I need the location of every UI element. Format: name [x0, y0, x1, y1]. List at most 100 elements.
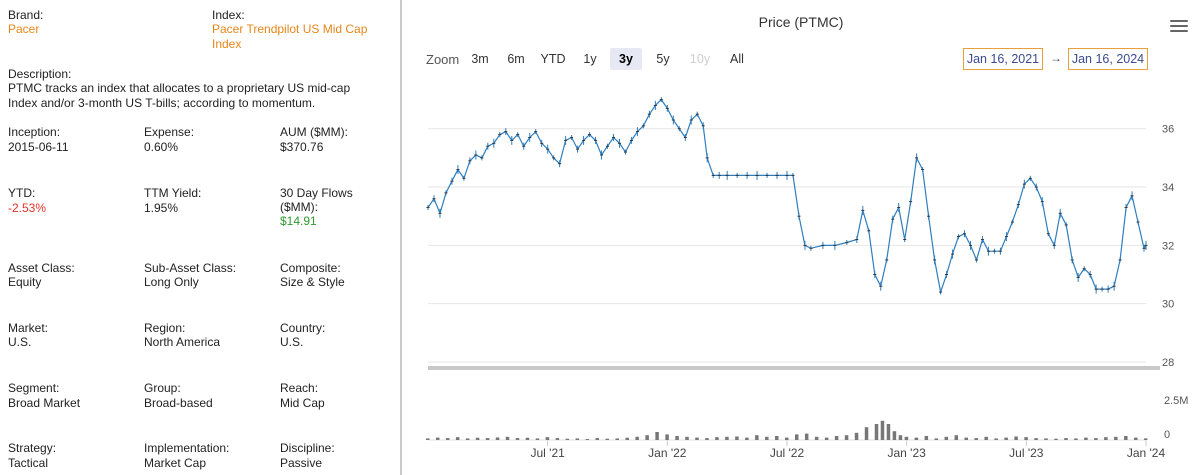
inception-value: 2015-06-11 [8, 140, 69, 154]
region-label: Region: [144, 321, 186, 335]
volume-bar [914, 437, 919, 440]
index-value-line1[interactable]: Pacer Trendpilot US Mid Cap [212, 22, 368, 36]
zoom-1y-button[interactable]: 1y [583, 52, 597, 66]
volume-bar [974, 438, 978, 440]
volume-bar [1054, 438, 1058, 440]
volume-bar [834, 436, 839, 440]
group-label: Group: [144, 381, 181, 395]
zoom-5y-button[interactable]: 5y [656, 52, 670, 66]
volume-bar [735, 436, 739, 440]
zoom-10y-button: 10y [689, 52, 711, 66]
chart-title: Price (PTMC) [758, 14, 844, 30]
zoom-6m-button[interactable]: 6m [507, 52, 525, 66]
volume-tick-label: 2.5M [1164, 395, 1188, 407]
panel-divider [400, 0, 402, 475]
fund-info-panel: Brand: Pacer Index: Pacer Trendpilot US … [0, 0, 400, 475]
volume-bar [994, 438, 998, 440]
aum-value: $370.76 [280, 140, 324, 154]
volume-bar [755, 435, 759, 440]
volume-bar [1114, 436, 1118, 440]
brand-label: Brand: [8, 8, 44, 22]
volume-bar [535, 438, 540, 440]
volume-bar [1004, 437, 1008, 440]
volume-bar [745, 437, 749, 440]
description-label: Description: [8, 67, 72, 81]
range-from-input[interactable]: Jan 16, 2021 [963, 48, 1043, 70]
volume-bar [1144, 438, 1148, 440]
flows-label-line2: ($MM): [280, 200, 318, 214]
brand-value[interactable]: Pacer [8, 22, 40, 36]
x-tick-label: Jan '22 [648, 446, 687, 460]
zoom-ytd-button[interactable]: YTD [540, 52, 566, 66]
volume-bar [1044, 438, 1048, 440]
zoom-3m-button[interactable]: 3m [471, 52, 489, 66]
zoom-3y-button[interactable]: 3y [610, 48, 642, 70]
volume-bar [785, 437, 789, 440]
volume-bar [545, 437, 550, 440]
volume-bar [495, 437, 500, 440]
volume-bar [455, 437, 460, 440]
volume-bar [934, 438, 939, 440]
volume-bar [525, 437, 530, 440]
volume-bar [1014, 436, 1018, 440]
volume-bar [625, 437, 629, 440]
ytd-value: -2.53% [8, 201, 47, 215]
volume-bar [635, 436, 639, 440]
volume-bar [1064, 438, 1068, 440]
volume-bar [944, 436, 949, 440]
strategy-label: Strategy: [8, 441, 57, 455]
hamburger-menu-icon[interactable] [1170, 20, 1188, 34]
volume-bar [595, 438, 600, 440]
volume-bar [1104, 437, 1108, 440]
volume-bar [775, 436, 779, 440]
volume-bar [465, 438, 470, 440]
volume-bar [575, 438, 580, 440]
index-value-line2[interactable]: Index [212, 37, 242, 51]
volume-bar [924, 436, 929, 440]
x-tick-label: Jul '22 [770, 446, 805, 460]
discipline-value: Passive [280, 456, 323, 470]
volume-bar [874, 424, 879, 440]
flows-label-line1: 30 Day Flows [280, 186, 353, 200]
zoom-all-button[interactable]: All [730, 52, 744, 66]
price-chart[interactable]: 28 30 32 34 36 Jul '21 Jan '22 Jul '22 Jan '23 Ju… [402, 0, 1200, 475]
volume-bar [824, 437, 829, 440]
volume-bar [864, 427, 869, 440]
volume-bar [605, 438, 609, 440]
navigator-band [428, 366, 1160, 370]
volume-bar [585, 439, 590, 440]
volume-bar [898, 435, 903, 440]
price-series-line [427, 98, 1147, 295]
range-to-input[interactable]: Jan 16, 2024 [1068, 48, 1148, 70]
market-value: U.S. [8, 335, 32, 349]
x-tick-label: Jul '21 [531, 446, 566, 460]
range-arrow: → [1050, 51, 1062, 65]
volume-bar [804, 433, 809, 440]
ttm-yield-value: 1.95% [144, 201, 179, 215]
country-value: U.S. [280, 335, 304, 349]
inception-label: Inception: [8, 125, 61, 139]
volume-bar [1084, 437, 1088, 440]
volume-bar [794, 434, 799, 440]
implementation-value: Market Cap [144, 456, 207, 470]
expense-value: 0.60% [144, 140, 179, 154]
implementation-label: Implementation: [144, 441, 230, 455]
volume-bar [615, 438, 619, 440]
volume-bar [445, 438, 450, 440]
volume-bar [515, 438, 520, 440]
volume-bar [426, 438, 430, 440]
volume-bar [1034, 438, 1038, 440]
volume-bar [1024, 437, 1028, 440]
strategy-value: Tactical [8, 456, 49, 470]
composite-label: Composite: [280, 261, 341, 275]
volume-bar [964, 437, 968, 440]
x-tick-label: Jan '23 [888, 446, 927, 460]
y-tick-label: 36 [1162, 124, 1174, 136]
y-tick-label: 28 [1162, 357, 1174, 369]
zoom-label: Zoom [426, 52, 460, 67]
volume-bar [954, 435, 959, 440]
description-line1: PTMC tracks an index that allocates to a… [8, 81, 351, 95]
aum-label: AUM ($MM): [280, 125, 348, 139]
volume-bar [892, 431, 897, 440]
volume-tick-label: 0 [1164, 429, 1170, 441]
